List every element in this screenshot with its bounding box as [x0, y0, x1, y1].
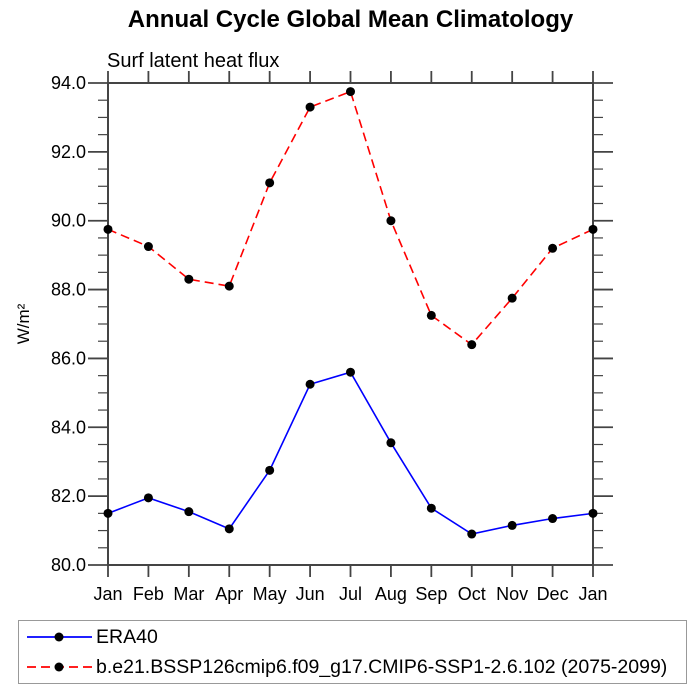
- x-axis-tick-label: Nov: [496, 584, 528, 604]
- data-point-marker: [305, 379, 315, 389]
- x-axis-tick-label: May: [253, 584, 287, 604]
- legend-sample-svg-0: [27, 632, 92, 642]
- y-axis-tick-label: 86.0: [51, 348, 86, 368]
- y-axis-tick-label: 90.0: [51, 211, 86, 231]
- data-point-marker: [386, 438, 396, 448]
- plot-frame: [107, 82, 594, 566]
- x-axis-tick-label: Oct: [458, 584, 486, 604]
- legend-item-model: b.e21.BSSP126cmip6.f09_g17.CMIP6-SSP1-2.…: [26, 653, 686, 682]
- plot-svg: 80.0 82.0 84.0 86.0 88.0 90.0 92.0 94.0 Jan Feb Ma…: [14, 71, 613, 604]
- data-point-marker: [224, 281, 234, 291]
- data-point-marker: [588, 224, 598, 234]
- x-axis-tick-label: Jan: [578, 584, 607, 604]
- data-point-marker: [386, 216, 396, 226]
- chart-subtitle: Surf latent heat flux: [107, 50, 280, 72]
- data-point-marker: [426, 503, 436, 513]
- era40-line-sample: [26, 626, 96, 648]
- data-point-marker: [467, 529, 477, 539]
- data-point-marker: [224, 524, 234, 534]
- series-line-1: [107, 90, 594, 346]
- legend-label-era40: ERA40: [96, 625, 158, 648]
- data-point-marker: [184, 507, 194, 517]
- y-axis-tick-label: 94.0: [51, 73, 86, 93]
- x-axis-tick-label: Mar: [173, 584, 204, 604]
- data-point-marker: [346, 87, 355, 97]
- data-point-marker: [426, 310, 436, 320]
- y-axis-title: W/m²: [14, 303, 33, 344]
- x-axis-tick-label: Jul: [339, 584, 362, 604]
- data-point-marker: [265, 178, 275, 188]
- data-point-marker: [143, 493, 153, 503]
- data-point-marker: [103, 224, 113, 234]
- legend-item-era40: ERA40: [26, 623, 686, 652]
- legend-marker: [54, 632, 64, 642]
- legend-box: ERA40 b.e21.BSSP126cmip6.f09_g17.CMIP6-S…: [18, 620, 687, 684]
- legend-marker: [54, 662, 64, 672]
- data-point-marker: [103, 508, 113, 518]
- model-line-sample: [26, 656, 96, 678]
- chart-title: Annual Cycle Global Mean Climatology: [127, 6, 574, 33]
- y-axis-tick-label: 80.0: [51, 555, 86, 575]
- y-axis-tick-label: 88.0: [51, 280, 86, 300]
- data-point-marker: [507, 520, 517, 530]
- data-point-marker: [548, 243, 558, 253]
- data-point-marker: [143, 242, 153, 252]
- legend-sample-svg-1: [27, 662, 92, 672]
- x-axis-tick-label: Aug: [375, 584, 407, 604]
- x-axis-tick-label: Sep: [415, 584, 447, 604]
- data-point-marker: [184, 274, 194, 284]
- x-axis-tick-label: Dec: [537, 584, 569, 604]
- data-point-marker: [507, 293, 517, 303]
- data-point-marker: [548, 514, 558, 524]
- y-axis-tick-label: 92.0: [51, 142, 86, 162]
- x-axis-tick-label: Jun: [296, 584, 325, 604]
- data-point-marker: [346, 367, 355, 377]
- legend-label-model: b.e21.BSSP126cmip6.f09_g17.CMIP6-SSP1-2.…: [96, 655, 668, 678]
- data-point-marker: [265, 465, 275, 475]
- series-line-0: [107, 371, 594, 535]
- x-axis-tick-label: Jan: [93, 584, 122, 604]
- data-point-marker: [305, 102, 315, 112]
- y-axis-tick-label: 82.0: [51, 486, 86, 506]
- x-axis-tick-label: Feb: [133, 584, 164, 604]
- data-point-marker: [467, 340, 477, 350]
- y-axis-tick-label: 84.0: [51, 417, 86, 437]
- data-point-marker: [588, 508, 598, 518]
- x-axis-tick-label: Apr: [215, 584, 243, 604]
